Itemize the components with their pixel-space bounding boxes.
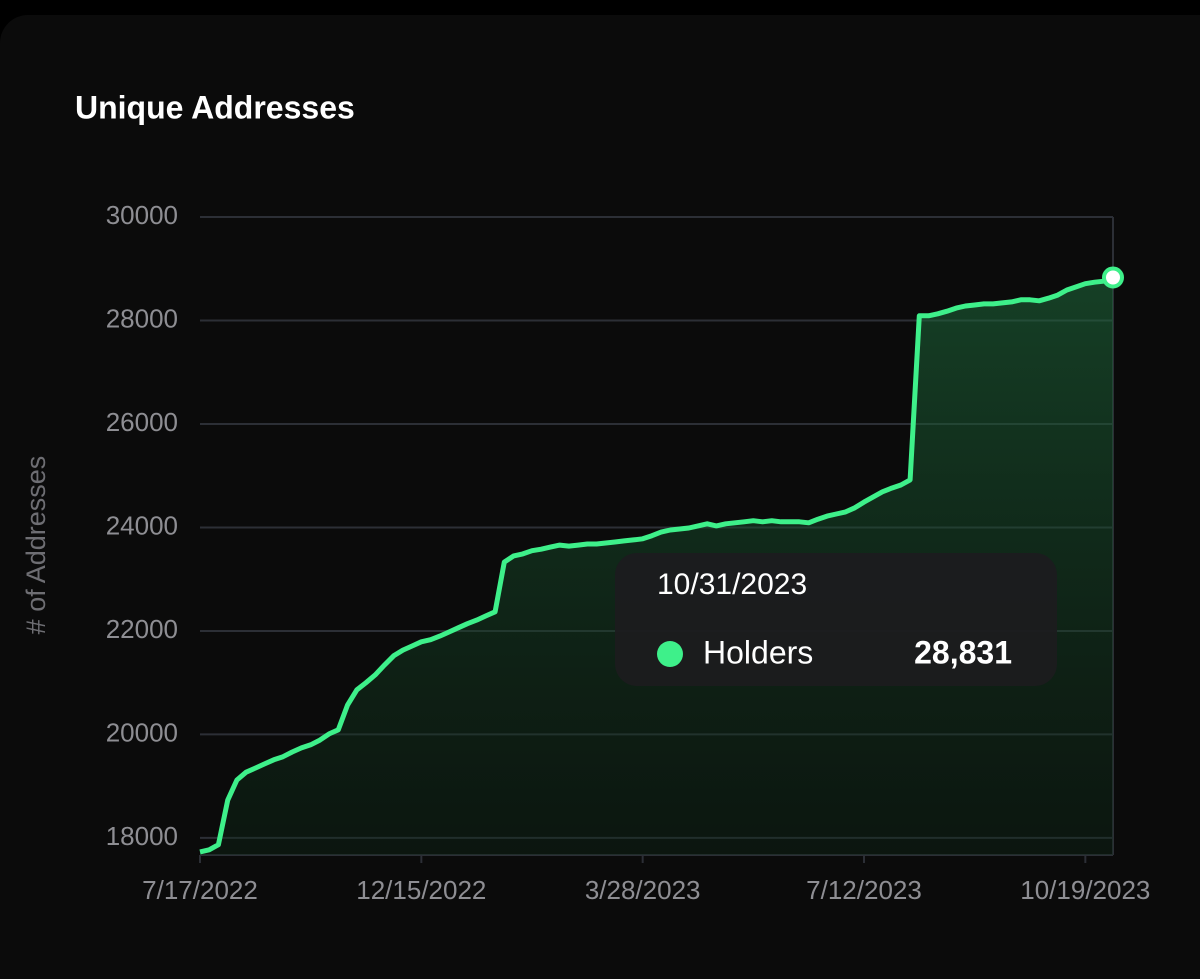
x-tick-label: 12/15/2022: [356, 875, 486, 905]
y-tick-label: 28000: [106, 303, 178, 333]
tooltip-swatch: [657, 641, 683, 667]
y-tick-label: 22000: [106, 614, 178, 644]
y-axis-label: # of Addresses: [21, 456, 51, 635]
x-tick-label: 10/19/2023: [1020, 875, 1150, 905]
x-tick-label: 7/12/2023: [806, 875, 922, 905]
tooltip-date: 10/31/2023: [657, 568, 807, 601]
line: [199, 275, 1114, 855]
x-tick-label: 3/28/2023: [585, 875, 701, 905]
y-tick-label: 18000: [106, 821, 178, 851]
y-tick-label: 24000: [106, 510, 178, 540]
x-tick-label: 7/17/2022: [142, 875, 258, 905]
tooltip-box: [615, 553, 1057, 686]
tooltip-value: 28,831: [914, 634, 1012, 670]
y-tick-label: 20000: [106, 717, 178, 747]
y-tick-label: 30000: [106, 200, 178, 230]
chart-title: Unique Addresses: [75, 89, 355, 125]
end-point: [1102, 266, 1124, 289]
y-tick-label: 26000: [106, 407, 178, 437]
tooltip-series: Holders: [703, 634, 813, 670]
